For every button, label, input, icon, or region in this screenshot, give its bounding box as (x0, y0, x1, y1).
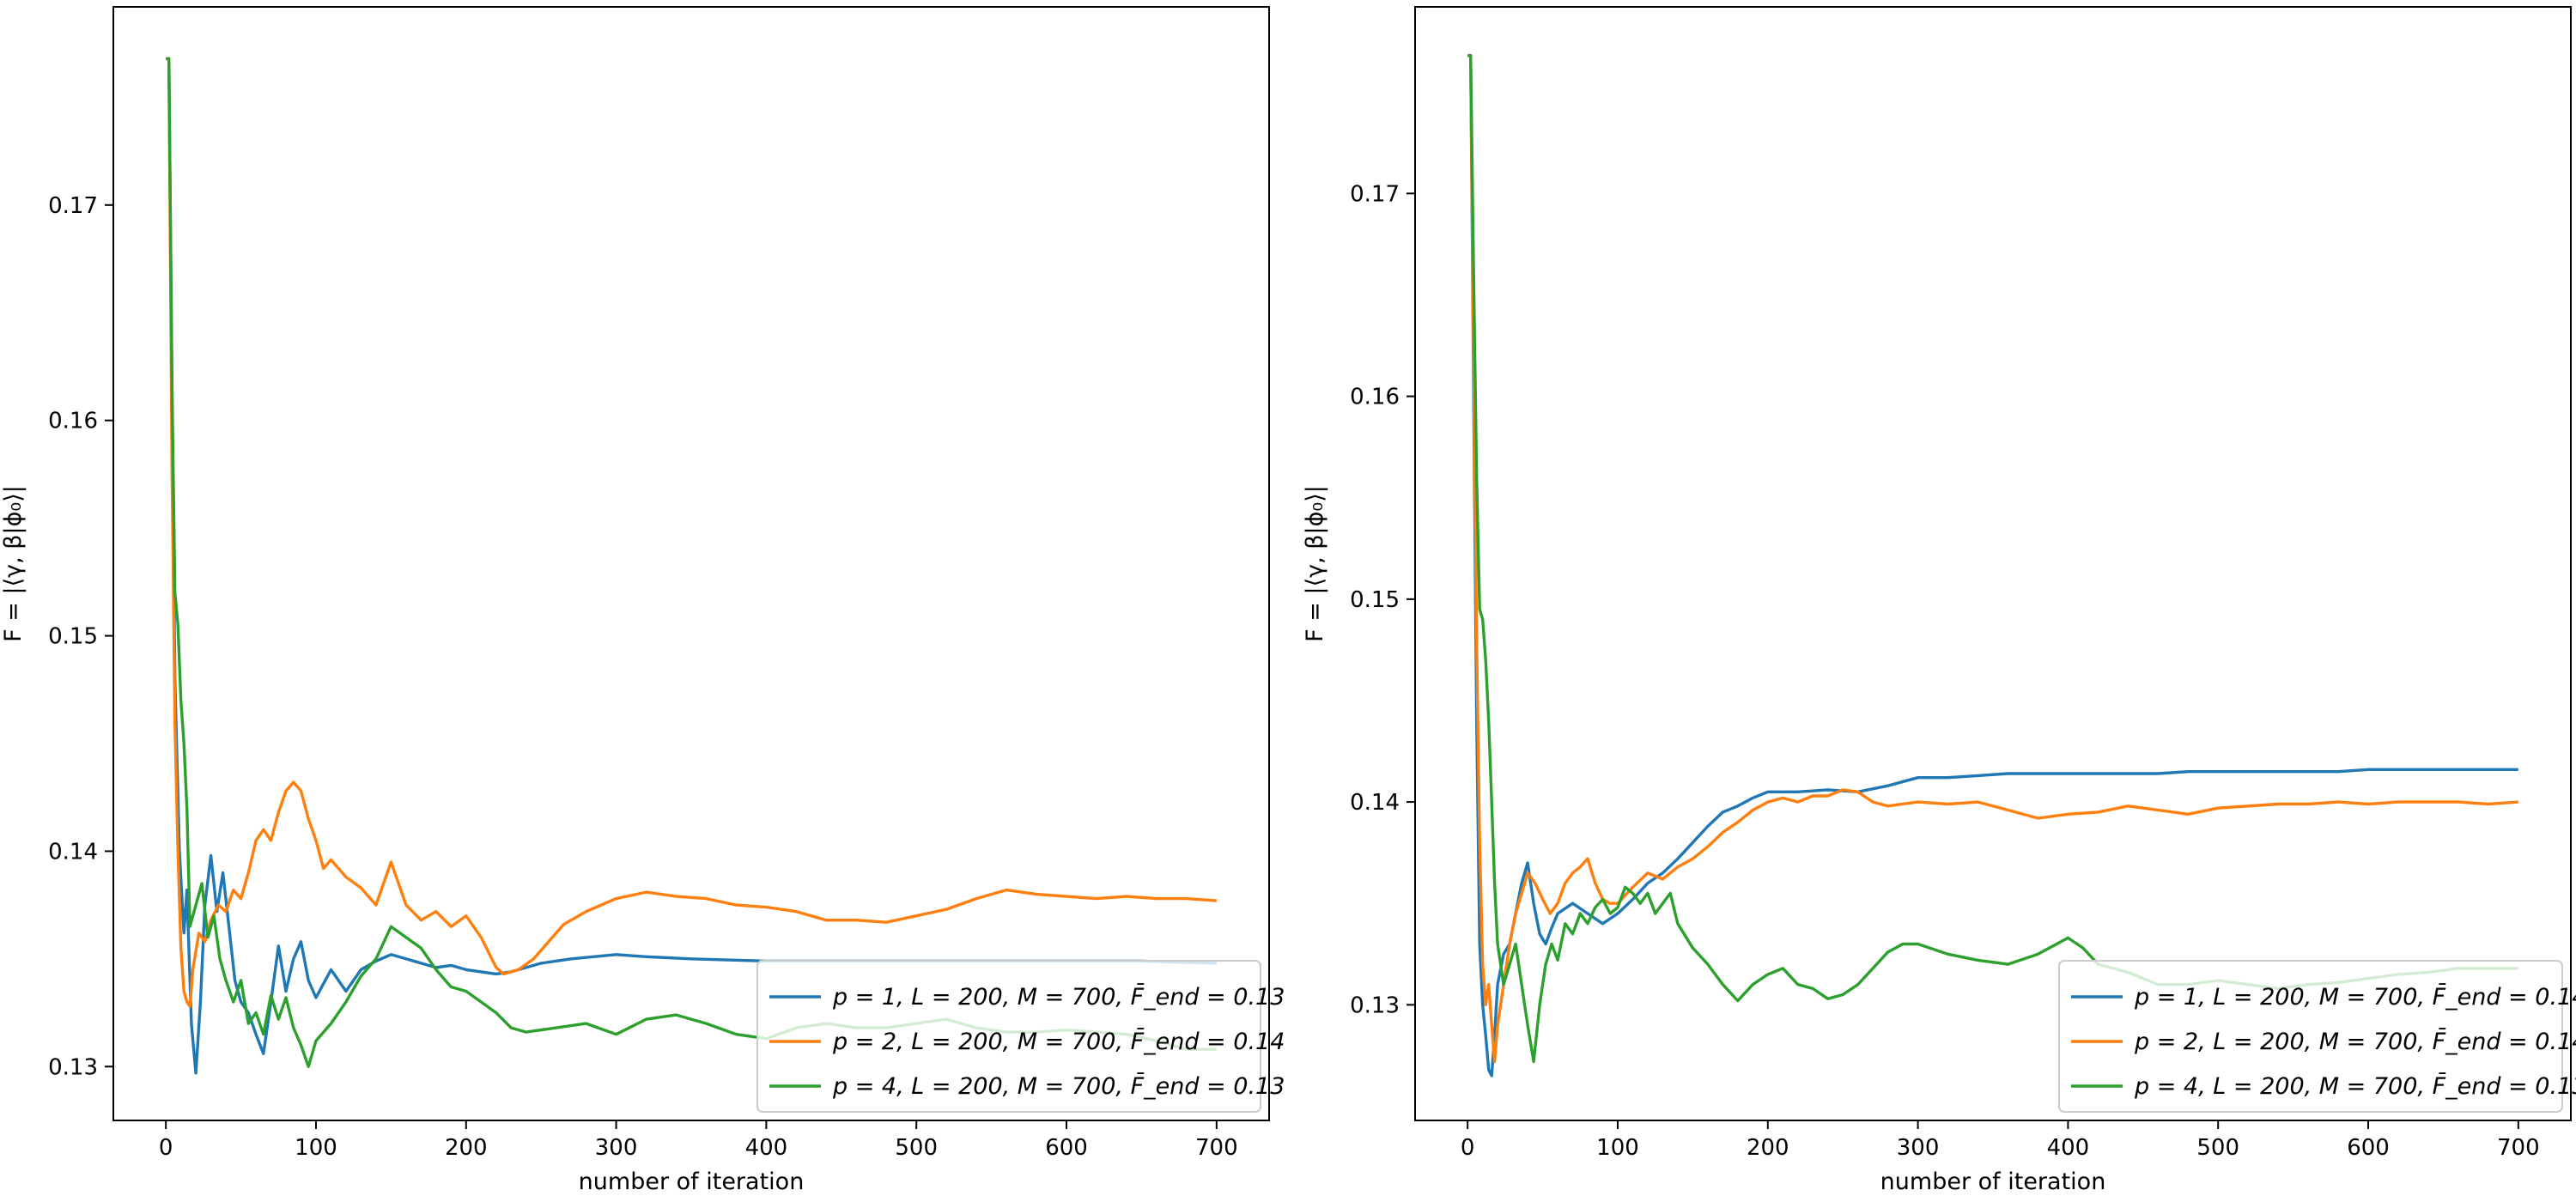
series-line-3 (1467, 54, 2518, 1064)
x-tick-label: 500 (2196, 1135, 2239, 1161)
x-axis-label: number of iteration (579, 1169, 805, 1195)
chart-panel-1: 0 100 200 300 400 500 600 700 0.13 0.14 0.15 0.16 0.… (0, 6, 1285, 1195)
legend: p = 1, L = 200, M = 700, F̄_end = 0.13 p … (756, 960, 1285, 1113)
x-tick-label: 700 (2497, 1135, 2540, 1161)
y-tick-label: 0.17 (48, 193, 98, 219)
legend-label: p = 4, L = 200, M = 700, F̄_end = 0.13 (2134, 1072, 2576, 1100)
series-line-1 (166, 57, 1217, 1075)
x-tick-label: 100 (1596, 1135, 1639, 1161)
y-tick-label: 0.13 (48, 1054, 98, 1080)
x-tick-label: 300 (595, 1135, 638, 1161)
y-tick-label: 0.13 (1350, 993, 1400, 1018)
x-tick-label: 0 (1461, 1135, 1475, 1161)
series-line-1 (1467, 54, 2518, 1078)
legend-label: p = 1, L = 200, M = 700, F̄_end = 0.13 (832, 983, 1285, 1011)
x-tick-label: 300 (1897, 1135, 1940, 1161)
y-tick-label: 0.17 (1350, 181, 1400, 207)
x-tick-label: 600 (2347, 1135, 2390, 1161)
x-tick-label: 400 (2047, 1135, 2090, 1161)
legend-box (756, 960, 1261, 1113)
series-line-2 (1467, 54, 2518, 1064)
legend-label: p = 1, L = 200, M = 700, F̄_end = 0.14 (2134, 983, 2576, 1011)
axes-frame (1414, 6, 2572, 1121)
y-axis-label: F = |⟨γ, β|ϕ₀⟩| (0, 485, 27, 642)
x-tick-label: 600 (1045, 1135, 1088, 1161)
y-tick-label: 0.15 (1350, 587, 1400, 613)
x-tick-label: 700 (1195, 1135, 1238, 1161)
series-group (1467, 54, 2518, 1078)
x-tick-label: 200 (1747, 1135, 1789, 1161)
x-tick-label: 0 (159, 1135, 173, 1161)
y-tick-label: 0.14 (48, 839, 98, 865)
series-group (166, 57, 1217, 1075)
series-line-3 (166, 57, 1217, 1068)
x-tick-label: 100 (295, 1135, 337, 1161)
legend-label: p = 2, L = 200, M = 700, F̄_end = 0.14 (2134, 1028, 2576, 1055)
x-tick-label: 500 (895, 1135, 938, 1161)
y-axis-label: F = |⟨γ, β|ϕ₀⟩| (1302, 485, 1328, 642)
legend-box (2058, 960, 2563, 1113)
y-tick-label: 0.15 (48, 624, 98, 650)
y-tick-label: 0.14 (1350, 790, 1400, 816)
legend-label: p = 2, L = 200, M = 700, F̄_end = 0.14 (832, 1028, 1285, 1055)
x-axis-label: number of iteration (1880, 1169, 2106, 1195)
series-line-2 (166, 57, 1217, 1008)
y-tick-label: 0.16 (48, 409, 98, 434)
x-tick-label: 400 (745, 1135, 788, 1161)
axes-frame (112, 6, 1270, 1121)
x-tick-label: 200 (445, 1135, 488, 1161)
legend: p = 1, L = 200, M = 700, F̄_end = 0.14 p … (2058, 960, 2576, 1113)
y-tick-label: 0.16 (1350, 385, 1400, 410)
chart-panel-2: 0 100 200 300 400 500 600 700 0.13 0.14 0.15 0.16 0.… (1302, 6, 2576, 1195)
legend-label: p = 4, L = 200, M = 700, F̄_end = 0.13 (832, 1072, 1285, 1100)
